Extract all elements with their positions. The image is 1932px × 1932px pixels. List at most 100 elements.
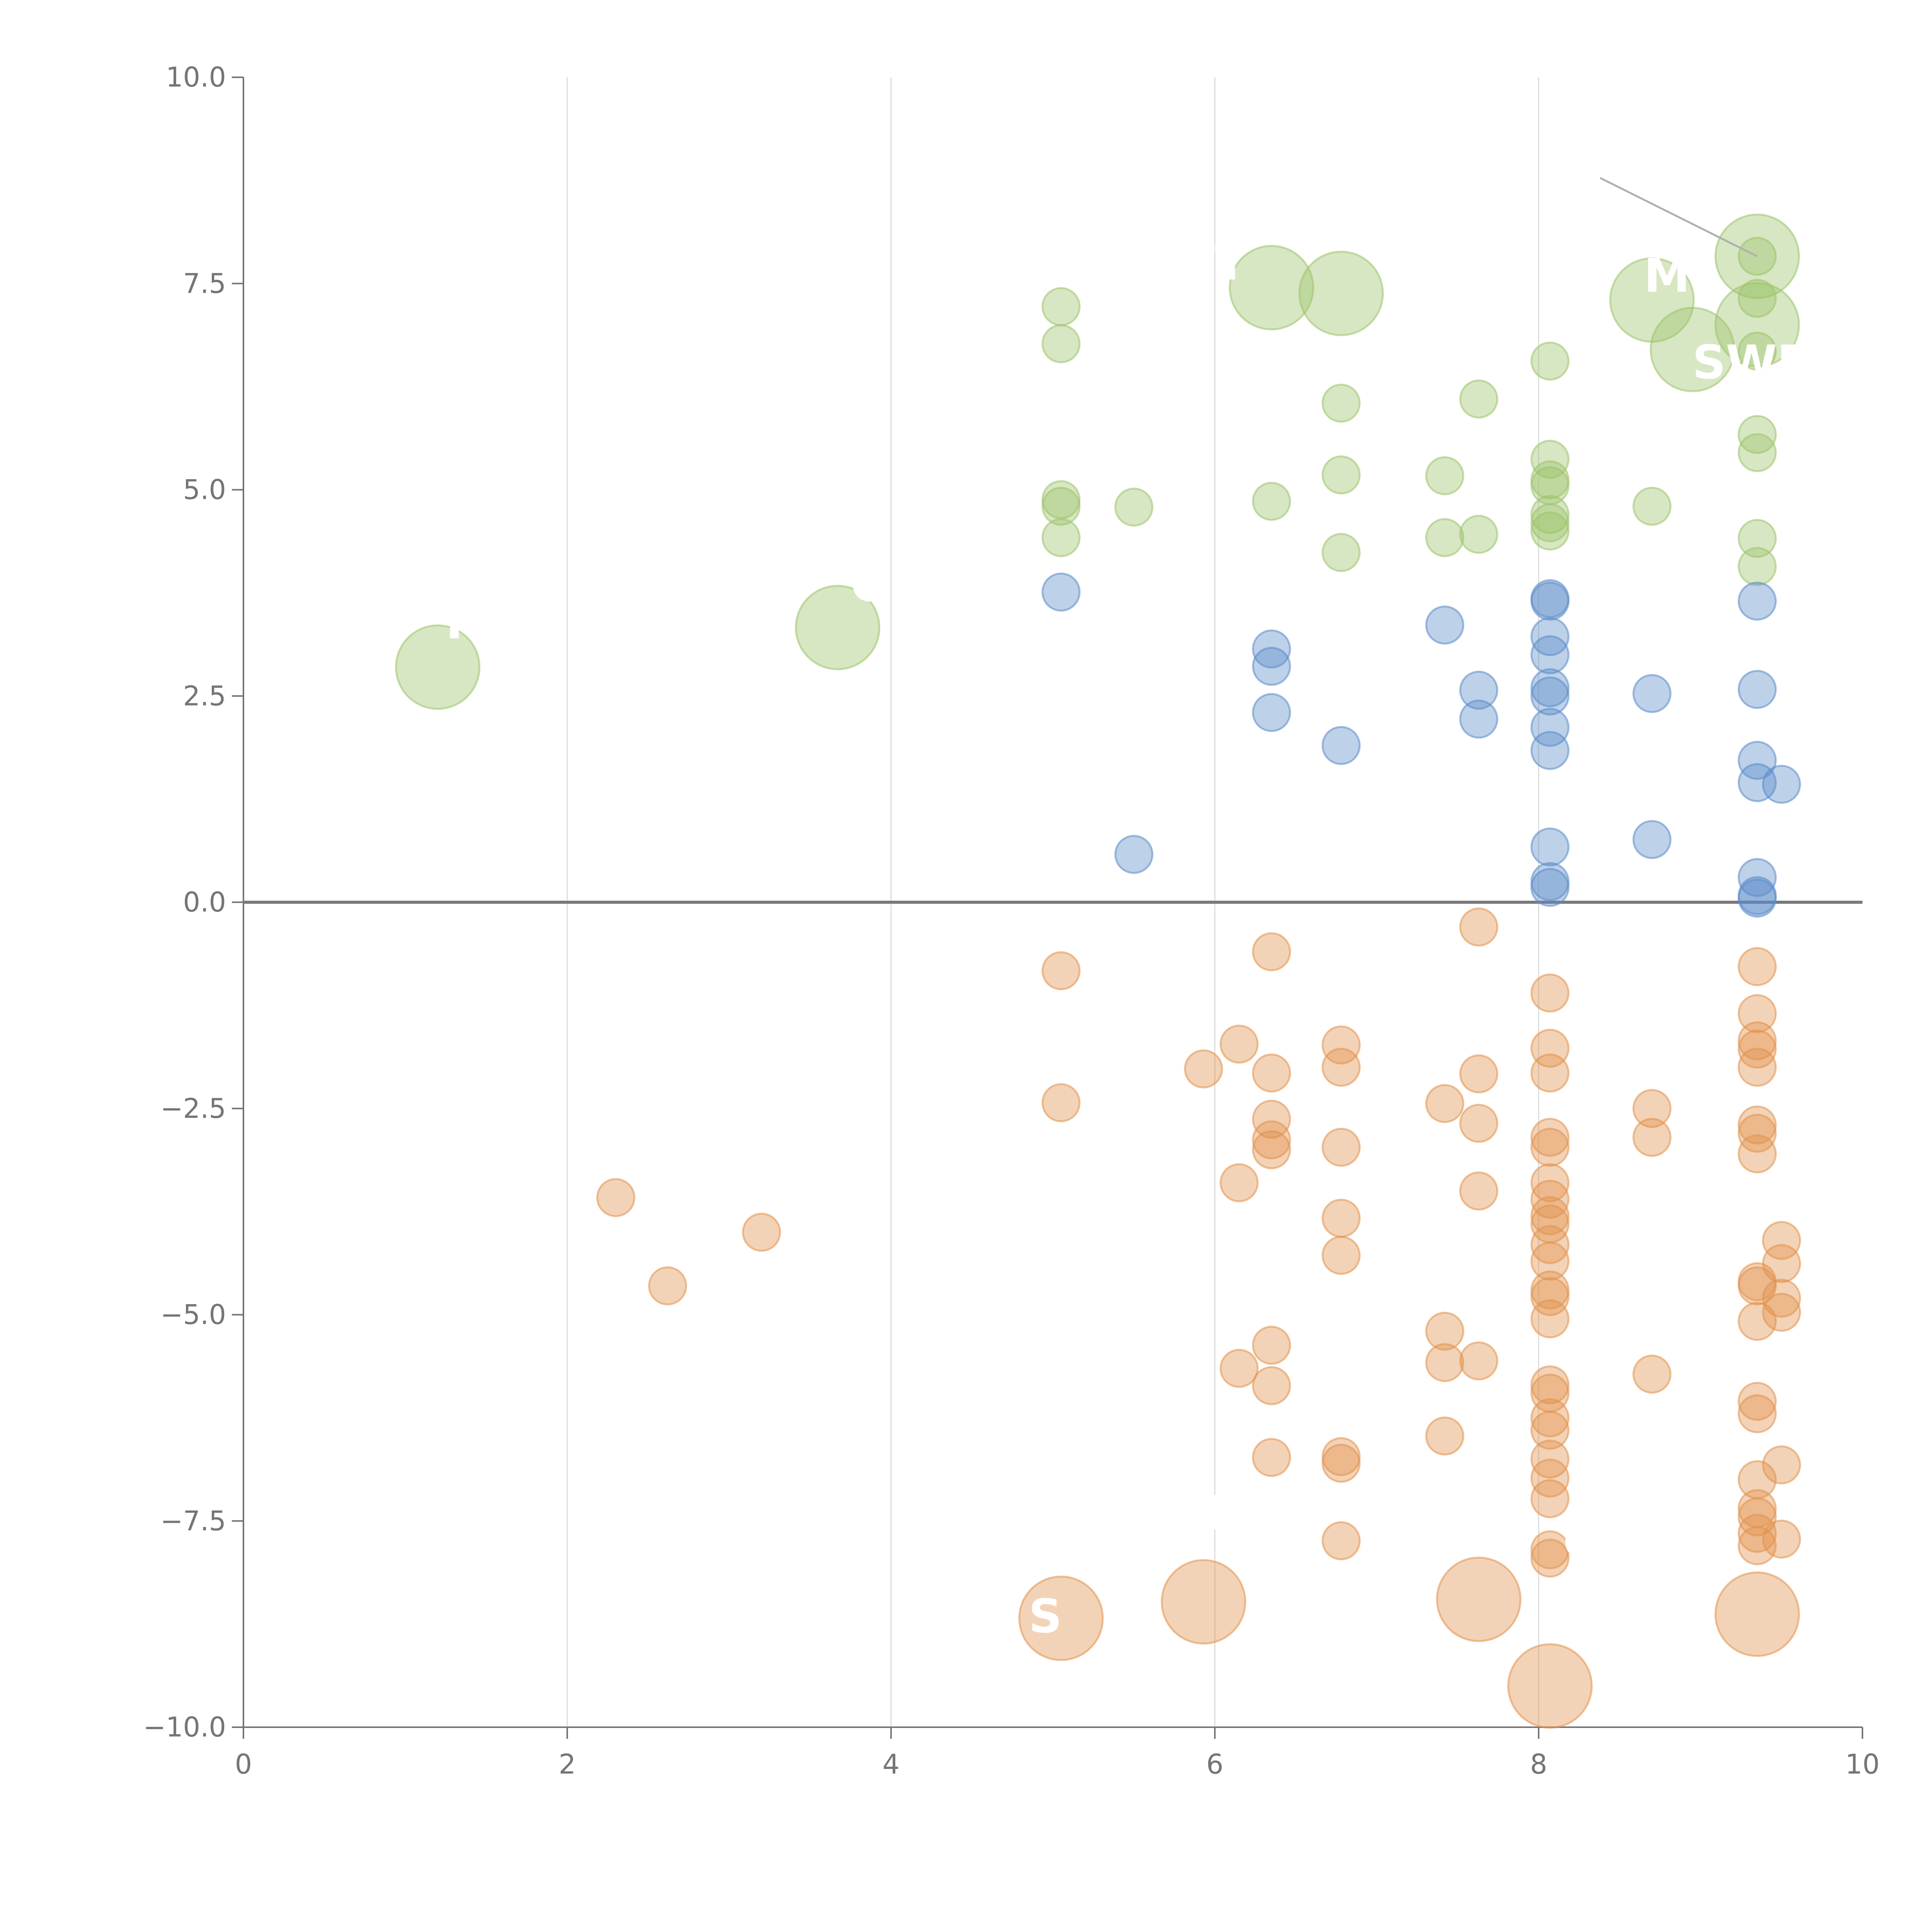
data-point-orange (1530, 1277, 1570, 1316)
x-tick-label: 2 (559, 1748, 576, 1780)
data-point-orange (1762, 1244, 1801, 1283)
data-points (395, 213, 1801, 1729)
point-label: G (850, 559, 889, 612)
data-point-orange (1425, 1084, 1464, 1123)
data-point-orange (1219, 1024, 1259, 1064)
data-point-green (1425, 456, 1464, 495)
data-point-green (795, 585, 881, 670)
data-point-orange (1530, 1053, 1570, 1093)
data-point-orange (1425, 1311, 1464, 1351)
data-point-orange (1459, 1171, 1498, 1211)
data-point-orange (1321, 1048, 1361, 1087)
tick-labels: 10.0 7.5 5.0 2.5 0.0 −2.5 −5.0 −7.5 −10.0 0 2 4 6 8 10 (143, 61, 1879, 1780)
data-point-green (1530, 503, 1570, 543)
data-point-orange (1321, 1236, 1361, 1275)
data-point-green (1321, 383, 1361, 423)
data-point-orange (1425, 1416, 1464, 1456)
data-point-blue (1738, 670, 1777, 709)
data-point-blue (1632, 820, 1672, 859)
data-point-orange (1632, 1117, 1672, 1157)
data-point-orange (1738, 1105, 1777, 1145)
data-point-blue (1530, 676, 1570, 716)
data-point-green (1632, 486, 1672, 526)
data-point-orange (1252, 1438, 1291, 1477)
data-point-green (1229, 245, 1315, 330)
data-point-orange (1507, 1643, 1593, 1729)
data-point-green (1425, 518, 1464, 557)
data-point-orange (1219, 1349, 1259, 1388)
data-point-green (395, 624, 481, 710)
data-point-blue (1252, 646, 1291, 686)
data-point-orange (1252, 1130, 1291, 1169)
data-point-orange (1530, 1538, 1570, 1578)
data-point-orange (1184, 1049, 1223, 1088)
y-tick-label: −2.5 (160, 1093, 226, 1124)
data-point-orange (1530, 1117, 1570, 1157)
y-tick-label: −5.0 (160, 1299, 226, 1331)
data-point-orange (1530, 1299, 1570, 1338)
data-point-orange (1738, 947, 1777, 986)
data-point-orange (1219, 1163, 1259, 1202)
y-tick-label: 0.0 (183, 886, 226, 918)
data-point-orange (1459, 1054, 1498, 1094)
data-point-blue (1738, 741, 1777, 780)
data-point-blue (1114, 835, 1153, 874)
data-point-orange (1041, 951, 1081, 990)
data-point-blue (1252, 629, 1291, 669)
data-point-orange (1530, 1128, 1570, 1167)
data-point-blue (1321, 726, 1361, 765)
x-tick-label: 10 (1845, 1748, 1879, 1780)
data-point-blue (1762, 765, 1801, 804)
data-point-orange (1738, 1266, 1777, 1306)
data-point-orange (1321, 1199, 1361, 1238)
axes (232, 77, 1863, 1739)
data-point-orange (1762, 1519, 1801, 1559)
data-point-orange (1530, 1458, 1570, 1498)
data-point-orange (596, 1178, 636, 1217)
data-point-orange (1530, 1196, 1570, 1235)
data-point-orange (648, 1266, 687, 1306)
data-point-green (1530, 341, 1570, 381)
data-point-blue (1530, 827, 1570, 867)
data-point-green (1321, 533, 1361, 572)
data-point-blue (1530, 668, 1570, 707)
data-point-green (1714, 282, 1800, 367)
data-point-orange (1530, 1410, 1570, 1450)
data-point-green (1530, 511, 1570, 551)
data-point-green (1041, 324, 1081, 364)
data-point-orange (1530, 1242, 1570, 1281)
data-point-green (1738, 519, 1777, 558)
y-tick-label: −10.0 (143, 1711, 226, 1743)
data-point-orange (1632, 1354, 1672, 1394)
point-label: GI (1563, 1515, 1618, 1569)
y-tick-label: 5.0 (183, 474, 226, 506)
data-point-orange (1738, 994, 1777, 1033)
data-point-orange (1738, 1526, 1777, 1565)
data-point-blue (1459, 670, 1498, 710)
data-point-orange (1252, 1325, 1291, 1365)
data-point-blue (1530, 868, 1570, 907)
data-point-blue (1530, 635, 1570, 674)
point-label: I (446, 596, 463, 650)
data-point-orange (1762, 1445, 1801, 1485)
data-point-green (1041, 518, 1081, 557)
data-point-blue (1738, 878, 1777, 918)
data-point-green (1298, 250, 1384, 336)
y-tick-label: 2.5 (183, 680, 226, 712)
data-point-orange (1018, 1575, 1104, 1661)
data-point-green (1738, 547, 1777, 586)
data-point-orange (1436, 1556, 1522, 1642)
data-point-orange (1321, 1128, 1361, 1167)
point-label: SWP (1692, 336, 1811, 389)
x-tick-label: 8 (1530, 1748, 1548, 1780)
data-point-green (1252, 481, 1291, 521)
data-point-green (1738, 433, 1777, 472)
data-point-orange (1738, 1048, 1777, 1087)
data-point-orange (1425, 1343, 1464, 1382)
data-point-orange (1762, 1279, 1801, 1318)
data-point-green (1738, 279, 1777, 318)
data-point-orange (1530, 1479, 1570, 1519)
data-point-green (1459, 379, 1498, 419)
data-point-blue (1530, 731, 1570, 770)
data-point-blue (1632, 674, 1672, 713)
